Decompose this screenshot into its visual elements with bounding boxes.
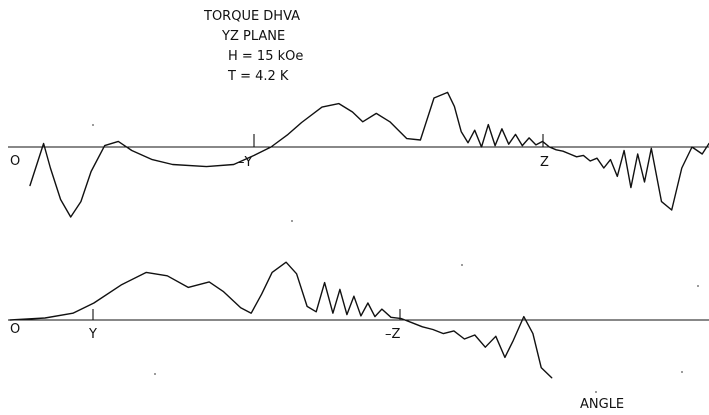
upper-tick-label-origin: O — [10, 154, 20, 169]
scan-speck — [92, 124, 94, 126]
lower-tick-label-origin: O — [10, 322, 20, 337]
scan-speck — [461, 264, 463, 266]
lower-torque-trace — [9, 261, 553, 379]
upper-tick-label-minus-y: –Y — [238, 155, 253, 170]
scan-speck — [697, 285, 699, 287]
scan-speck — [681, 371, 683, 373]
upper-panel: O –Y Z — [8, 91, 709, 218]
scan-speck — [291, 220, 293, 222]
title-line-2: YZ PLANE — [221, 29, 285, 44]
lower-panel: O Y –Z — [8, 261, 709, 379]
scan-speck — [154, 373, 156, 375]
title-line-4: T = 4.2 K — [227, 69, 289, 84]
x-axis-label: ANGLE — [580, 397, 624, 412]
lower-tick-label-minus-z: –Z — [385, 327, 401, 342]
title-line-1: TORQUE DHVA — [203, 9, 300, 24]
lower-tick-label-y: Y — [88, 327, 97, 342]
scan-speck — [595, 391, 597, 393]
upper-tick-label-z: Z — [540, 155, 549, 170]
upper-torque-trace — [29, 91, 709, 218]
title-line-3: H = 15 kOe — [228, 49, 303, 64]
